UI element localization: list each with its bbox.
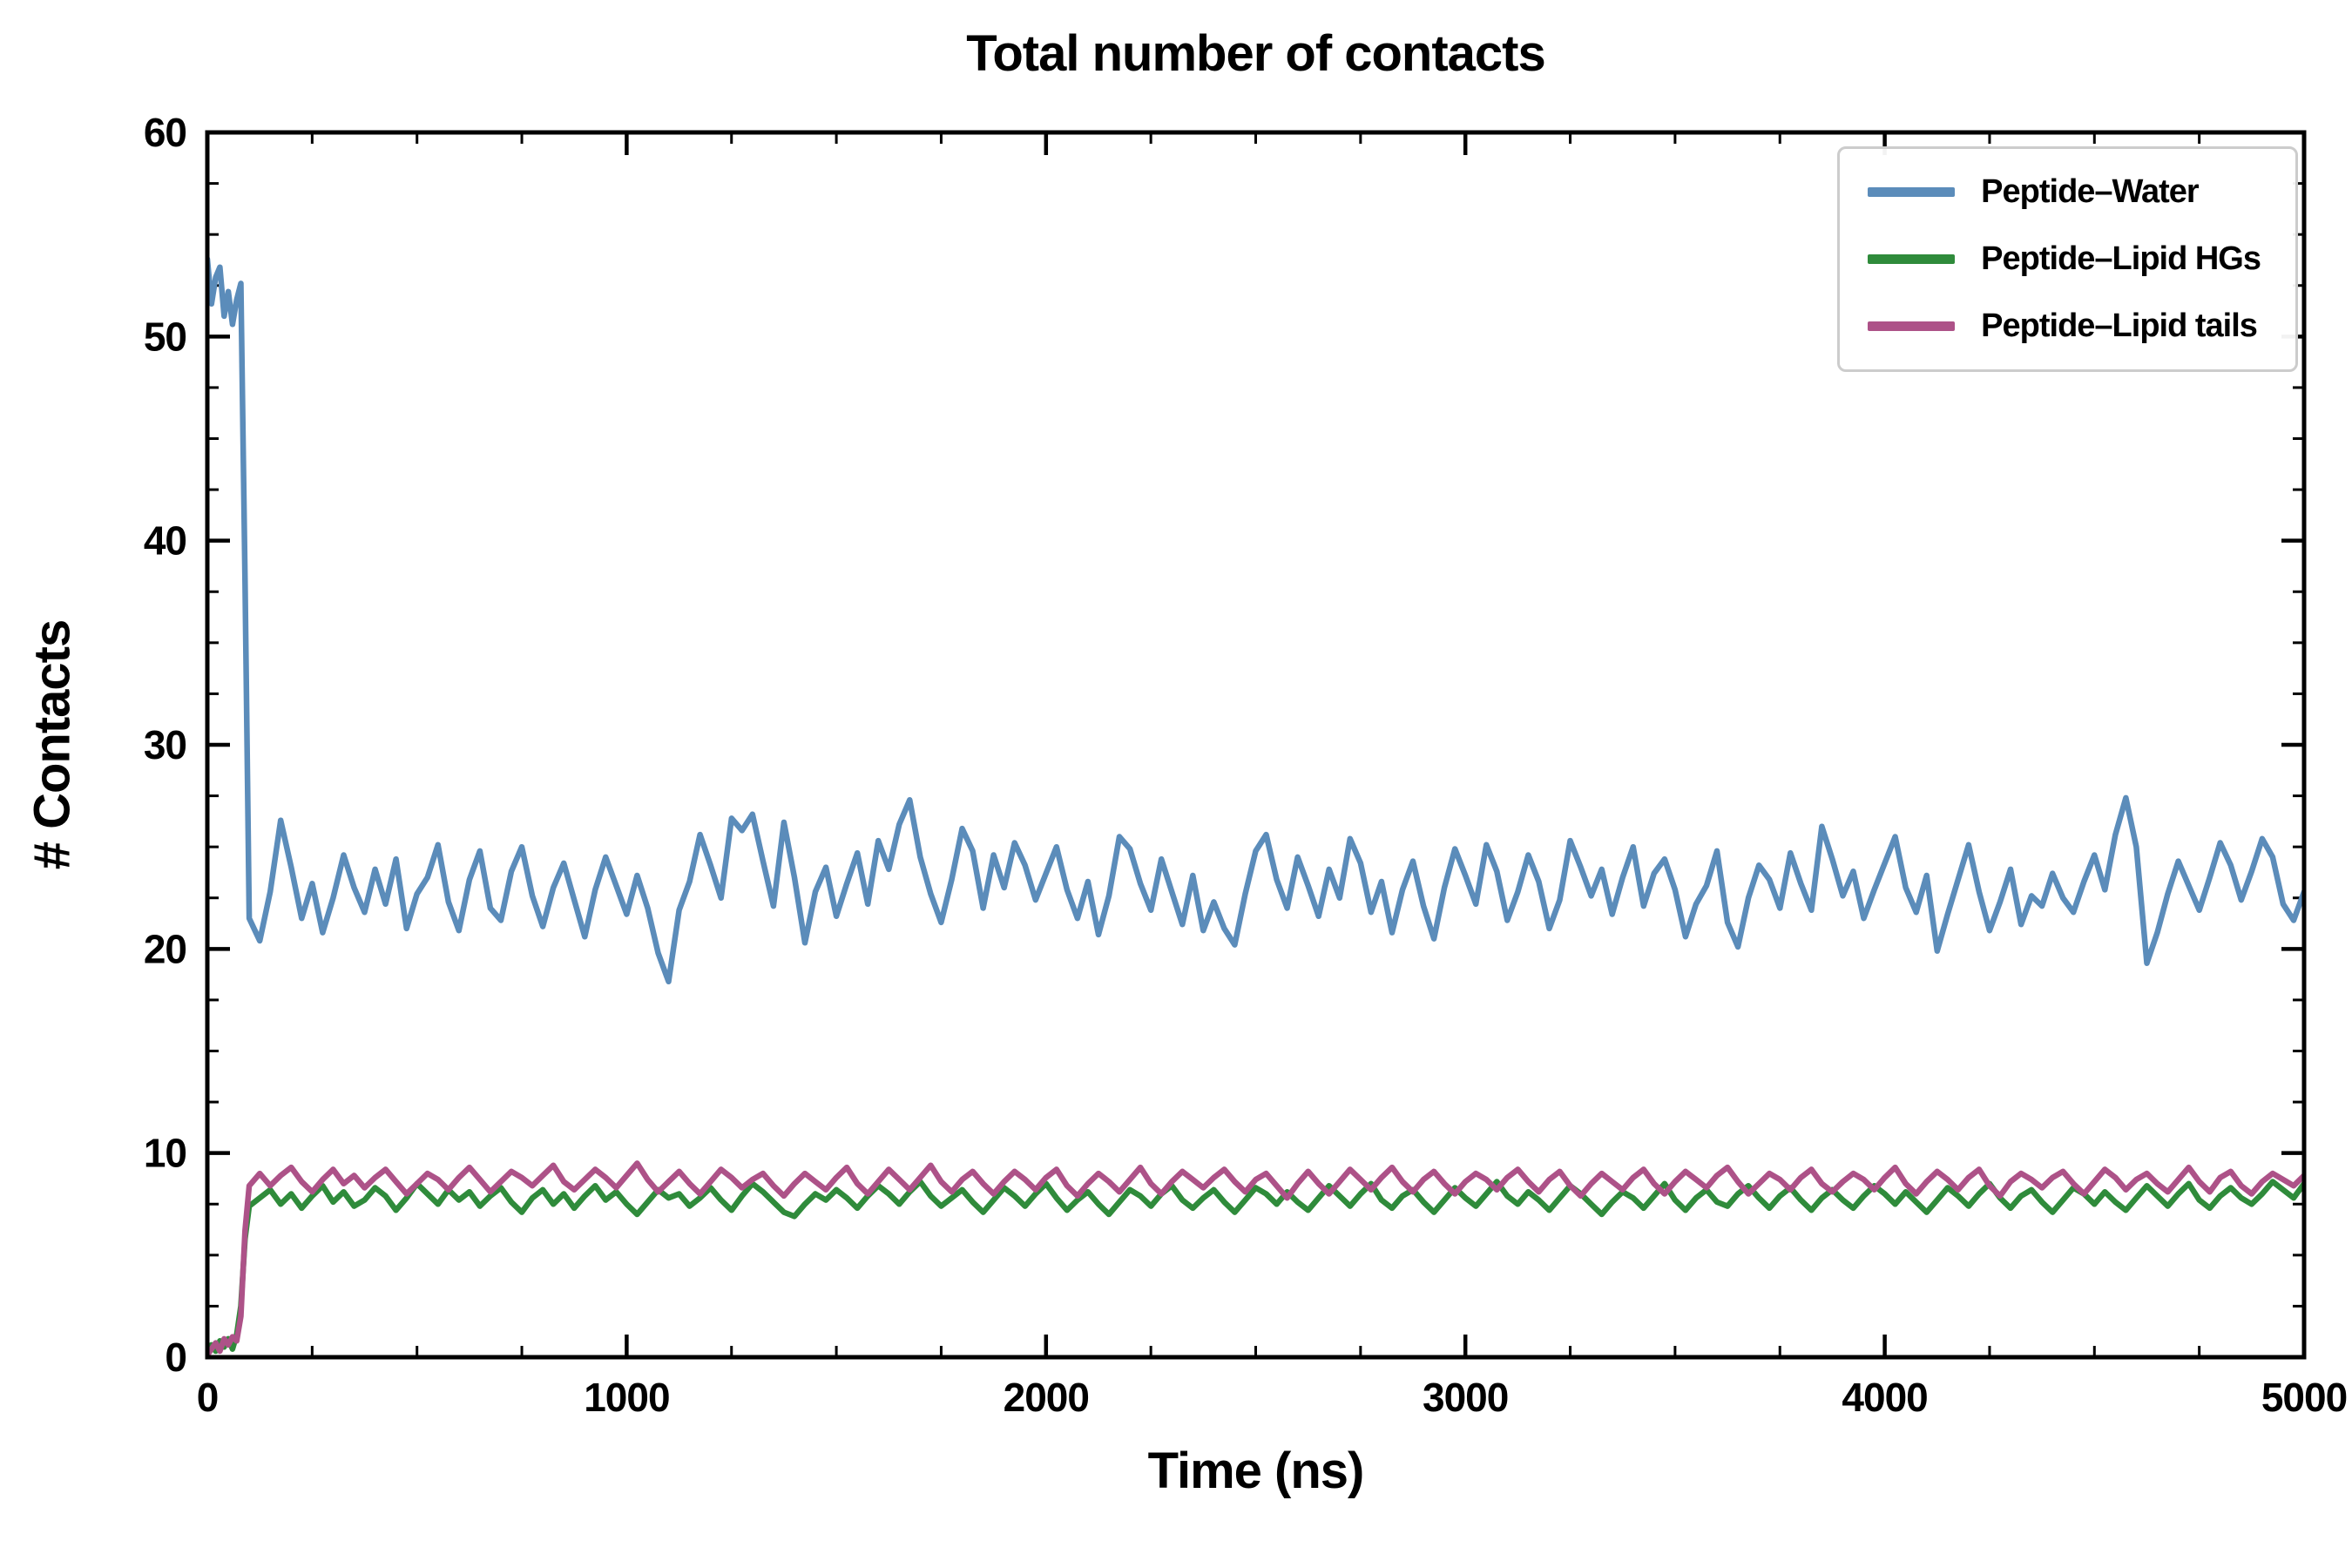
x-tick-label: 1000 [584,1375,669,1420]
y-tick-label: 0 [165,1335,186,1380]
legend-item-peptide-water: Peptide–Water [1868,173,2261,211]
legend-swatch-peptide-water [1868,187,1956,197]
y-axis-label: # Contacts [24,619,81,870]
x-tick-label: 3000 [1423,1375,1508,1420]
legend-label-peptide-water: Peptide–Water [1981,173,2200,210]
series-line-peptide-water [207,256,2304,985]
y-tick-label: 50 [144,314,186,359]
series-line-peptide-lipid-tails [207,1160,2304,1357]
y-tick-label: 10 [144,1131,186,1176]
x-tick-label: 2000 [1004,1375,1089,1420]
plot-frame [205,130,2307,1360]
legend-swatch-peptide-lipid-hgs [1868,254,1956,264]
y-tick-label: 20 [144,926,186,971]
y-tick-label: 30 [144,722,186,767]
series-line-peptide-lipid-hgs [207,1179,2304,1356]
legend-item-peptide-lipid-hgs: Peptide–Lipid HGs [1868,240,2261,278]
y-tick-label: 40 [144,518,186,564]
y-tick-label: 60 [144,110,186,155]
legend-label-peptide-lipid-tails: Peptide–Lipid tails [1981,308,2258,344]
legend-swatch-peptide-lipid-tails [1868,321,1956,331]
legend-label-peptide-lipid-hgs: Peptide–Lipid HGs [1981,240,2261,277]
chart-title: Total number of contacts [966,25,1546,82]
x-axis-label: Time (ns) [1147,1443,1365,1499]
x-tick-label: 0 [197,1375,219,1420]
x-tick-label: 5000 [2261,1375,2347,1420]
x-tick-label: 4000 [1842,1375,1927,1420]
legend-item-peptide-lipid-tails: Peptide–Lipid tails [1868,308,2261,345]
legend: Peptide–Water Peptide–Lipid HGs Peptide–… [1837,146,2298,372]
